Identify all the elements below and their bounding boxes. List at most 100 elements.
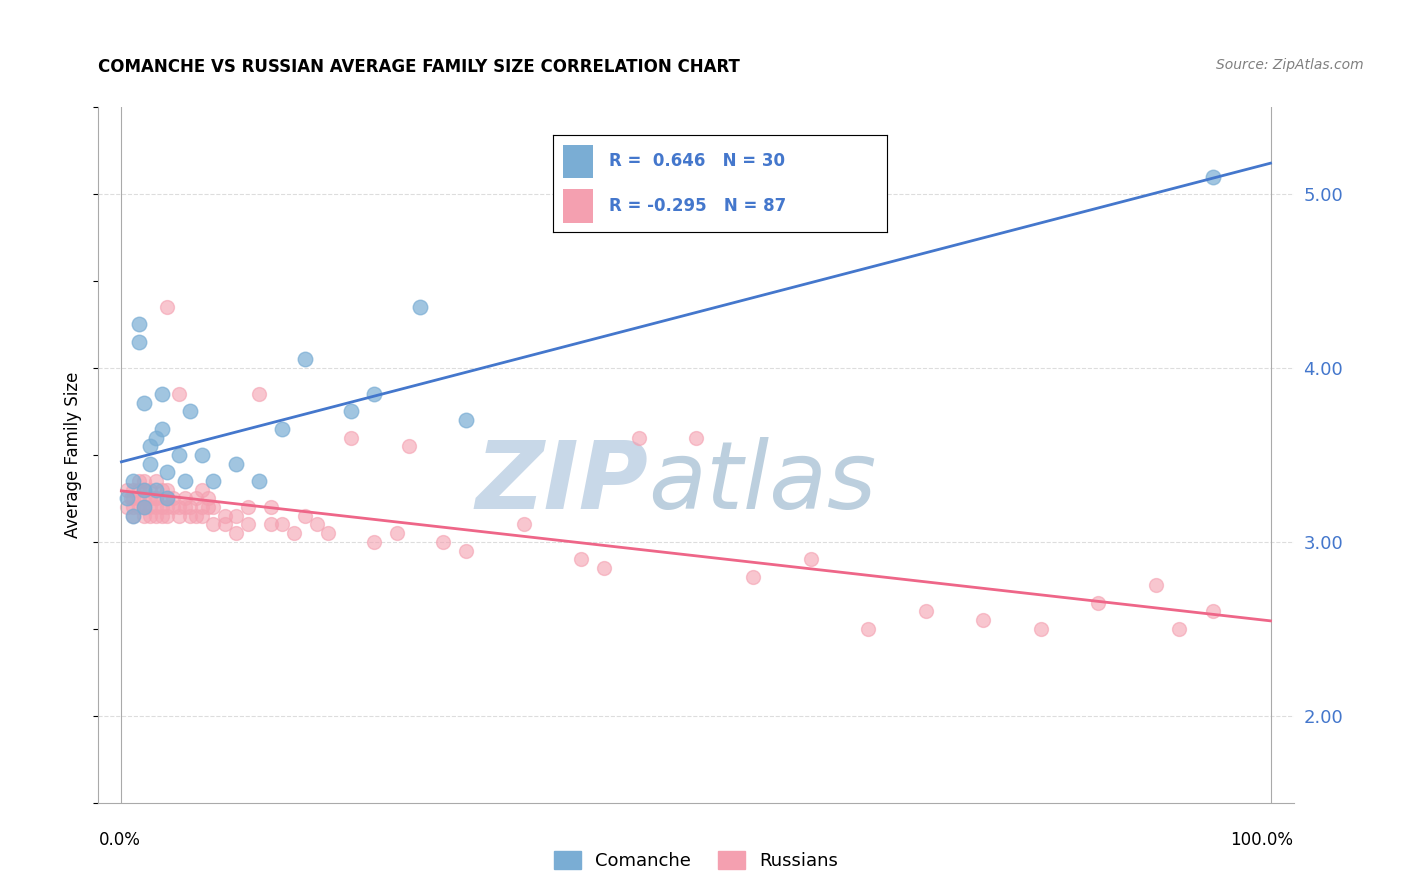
Point [1087,596,1109,610]
Legend: Comanche, Russians: Comanche, Russians [554,851,838,871]
Point [145,508,167,523]
Point [173,491,195,506]
Point [173,474,195,488]
Point [145,500,167,514]
Point [742,570,765,584]
Point [214,508,236,523]
Point [115,500,138,514]
Point [128,483,150,497]
Point [179,500,201,514]
Point [271,517,294,532]
Point [191,500,214,514]
Point [150,483,173,497]
Point [145,483,167,497]
Point [432,535,454,549]
Point [156,491,179,506]
Point [247,474,270,488]
Point [398,439,420,453]
Point [139,457,162,471]
Point [914,605,936,619]
Text: 100.0%: 100.0% [1230,830,1294,848]
Point [156,491,179,506]
Point [134,491,156,506]
Point [456,543,478,558]
Point [139,500,162,514]
Point [115,491,138,506]
Point [685,431,707,445]
Point [122,483,145,497]
Point [122,491,145,506]
Point [236,517,259,532]
Point [800,552,823,566]
Point [202,500,225,514]
Point [385,526,409,541]
Point [191,483,214,497]
Point [120,491,142,506]
Point [225,526,247,541]
Point [1202,605,1225,619]
Point [627,431,650,445]
Point [179,404,201,418]
Point [122,474,145,488]
Text: ZIP: ZIP [475,437,648,529]
Point [202,517,225,532]
Point [214,517,236,532]
Point [512,517,534,532]
Point [167,500,190,514]
Point [139,508,162,523]
Point [184,491,207,506]
Point [162,500,184,514]
Point [260,500,283,514]
Point [122,508,145,523]
Point [134,396,156,410]
Point [128,500,150,514]
Point [340,431,363,445]
Point [134,483,156,497]
Point [122,508,145,523]
Point [184,508,207,523]
Point [225,508,247,523]
Point [340,404,363,418]
Point [294,508,316,523]
Point [167,508,190,523]
Point [972,613,994,627]
Point [156,300,179,314]
Point [1202,169,1225,184]
Point [363,387,385,401]
Point [260,517,283,532]
Point [145,474,167,488]
Point [162,491,184,506]
Point [145,431,167,445]
Point [128,491,150,506]
Point [197,491,219,506]
Point [409,300,432,314]
Point [173,500,195,514]
Point [134,474,156,488]
Point [156,500,179,514]
Point [139,491,162,506]
Point [271,422,294,436]
Point [150,508,173,523]
Point [145,491,167,506]
Point [191,448,214,462]
Point [134,483,156,497]
Point [150,500,173,514]
Point [122,500,145,514]
Point [167,387,190,401]
Text: COMANCHE VS RUSSIAN AVERAGE FAMILY SIZE CORRELATION CHART: COMANCHE VS RUSSIAN AVERAGE FAMILY SIZE … [98,58,741,76]
Point [145,491,167,506]
Point [167,448,190,462]
Point [593,561,616,575]
Point [134,500,156,514]
Point [247,387,270,401]
Point [305,517,328,532]
Point [139,483,162,497]
Point [179,508,201,523]
Point [156,508,179,523]
Point [128,334,150,349]
Point [134,500,156,514]
Point [456,413,478,427]
Point [202,474,225,488]
Point [363,535,385,549]
Point [128,474,150,488]
